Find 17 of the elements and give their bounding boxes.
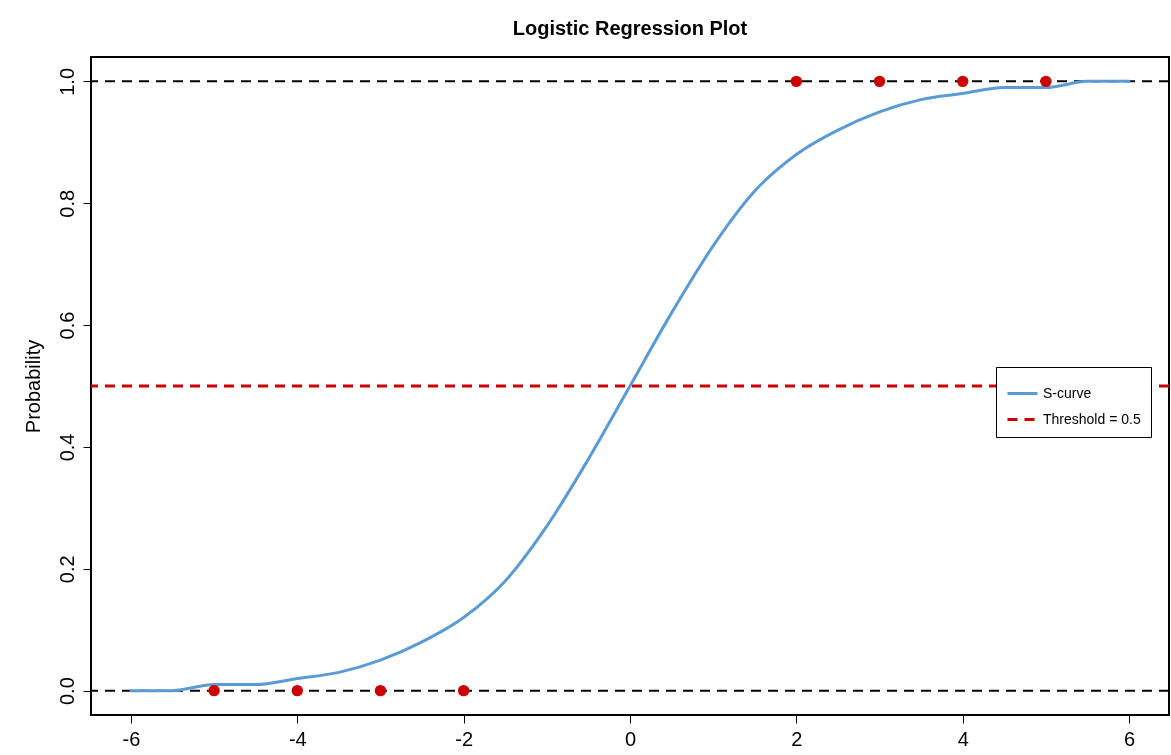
y-tick-label: 0.6 bbox=[55, 311, 78, 340]
x-tick-label: -2 bbox=[455, 727, 474, 750]
x-tick-label: 0 bbox=[624, 727, 637, 750]
x-tick-label: 6 bbox=[1124, 727, 1136, 750]
y-tick-label: 0.4 bbox=[55, 433, 78, 462]
x-tick-label: -6 bbox=[122, 727, 141, 750]
x-tick-label: 4 bbox=[957, 727, 969, 750]
y-tick-label: 0.0 bbox=[55, 677, 78, 706]
y-axis-title: Probability bbox=[21, 339, 44, 434]
x-tick-label: 2 bbox=[791, 727, 803, 750]
y-tick-label: 0.8 bbox=[55, 189, 78, 218]
legend-label: S-curve bbox=[1043, 384, 1092, 401]
x-tick-label: -4 bbox=[288, 727, 307, 750]
legend-label: Threshold = 0.5 bbox=[1043, 410, 1141, 427]
y-tick-label: 0.2 bbox=[55, 555, 78, 584]
chart-title: Logistic Regression Plot bbox=[512, 17, 748, 39]
y-tick-label: 1.0 bbox=[55, 67, 78, 96]
